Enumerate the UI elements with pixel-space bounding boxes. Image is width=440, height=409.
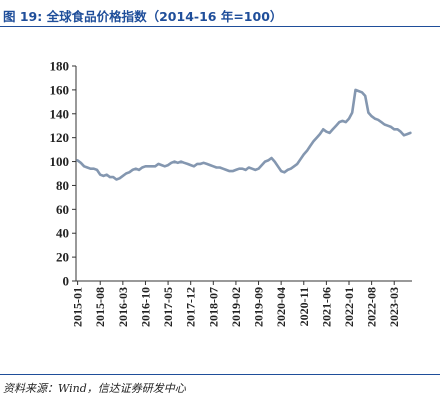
y-tick-label: 80 bbox=[56, 178, 69, 193]
source-note: 资料来源：Wind，信达证券研发中心 bbox=[3, 382, 186, 395]
header-divider bbox=[0, 26, 440, 27]
y-axis: 0 20 40 60 80 100 120 140 160 180 bbox=[50, 59, 77, 289]
x-tick-label: 2020-04 bbox=[274, 287, 288, 327]
y-tick-label: 140 bbox=[50, 106, 70, 121]
x-tick-label: 2020-11 bbox=[297, 287, 311, 326]
x-tick-label: 2021-06 bbox=[319, 287, 333, 327]
x-tick-label: 2016-03 bbox=[116, 287, 130, 327]
y-tick-label: 180 bbox=[50, 59, 70, 74]
figure-title: 图 19: 全球食品价格指数（2014-16 年=100） bbox=[3, 9, 283, 24]
plot-area bbox=[76, 88, 412, 181]
x-tick-label: 2019-09 bbox=[252, 287, 266, 327]
y-tick-label: 100 bbox=[50, 154, 70, 169]
y-tick-label: 120 bbox=[50, 130, 70, 145]
chart-area: 0 20 40 60 80 100 120 140 160 180 2015-01 2015-08 2… bbox=[0, 28, 440, 374]
x-tick-label: 2018-07 bbox=[206, 287, 220, 327]
y-tick-label: 60 bbox=[56, 202, 69, 217]
x-tick-label: 2017-05 bbox=[161, 287, 175, 327]
figure-header: 图 19: 全球食品价格指数（2014-16 年=100） bbox=[0, 0, 440, 30]
y-tick-label: 160 bbox=[50, 82, 70, 97]
footer-divider bbox=[0, 374, 440, 375]
x-tick-label: 2019-02 bbox=[229, 287, 243, 327]
y-tick-label: 40 bbox=[56, 226, 69, 241]
x-tick-label: 2017-12 bbox=[184, 287, 198, 327]
x-tick-label: 2015-08 bbox=[93, 287, 107, 327]
x-axis: 2015-01 2015-08 2016-03 2016-10 2017-05 2017-… bbox=[71, 280, 412, 327]
y-tick-label: 0 bbox=[63, 274, 70, 289]
y-tick-label: 20 bbox=[56, 250, 69, 265]
x-tick-label: 2022-01 bbox=[342, 287, 356, 327]
series-line bbox=[76, 88, 412, 181]
x-tick-label: 2015-01 bbox=[71, 287, 85, 327]
x-tick-label: 2023-03 bbox=[387, 287, 401, 327]
x-tick-label: 2016-10 bbox=[138, 287, 152, 327]
x-tick-label: 2022-08 bbox=[365, 287, 379, 327]
